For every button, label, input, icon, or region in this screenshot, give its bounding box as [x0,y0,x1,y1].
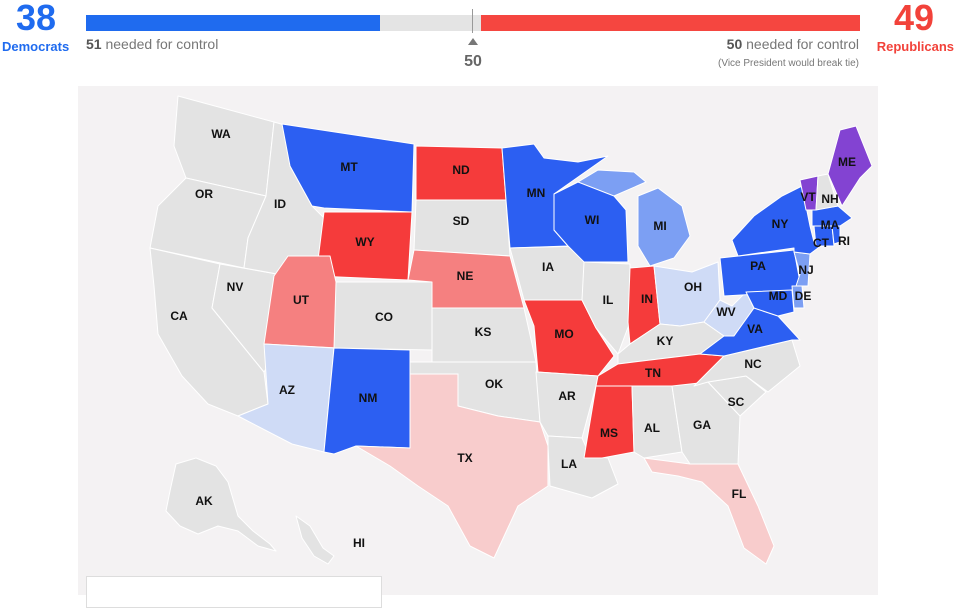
state-label-nc: NC [744,357,762,371]
democrats-needed: 51 needed for control [86,36,218,52]
state-label-il: IL [603,293,614,307]
state-label-nv: NV [227,280,244,294]
state-label-tn: TN [645,366,661,380]
state-label-tx: TX [457,451,472,465]
republicans-bar-fill [480,15,860,31]
state-label-nm: NM [359,391,378,405]
state-mt[interactable] [281,123,415,213]
state-md[interactable] [745,289,795,317]
state-label-sc: SC [728,395,745,409]
state-label-ak: AK [195,494,213,508]
state-label-vt: VT [800,190,816,204]
state-label-fl: FL [732,487,747,501]
state-label-hi: HI [353,536,365,550]
state-label-ct: CT [813,236,830,250]
democrats-label: Democrats [2,39,70,54]
state-label-ga: GA [693,418,711,432]
state-label-nd: ND [452,163,470,177]
state-label-co: CO [375,310,393,324]
state-label-mi: MI [653,219,666,233]
state-label-la: LA [561,457,577,471]
state-label-ny: NY [772,217,789,231]
midpoint-arrow-icon [468,38,478,45]
state-label-ia: IA [542,260,554,274]
democrats-bar-fill [86,15,381,31]
state-label-in: IN [641,292,653,306]
state-label-mo: MO [554,327,573,341]
state-label-ok: OK [485,377,503,391]
state-label-nh: NH [821,192,838,206]
state-label-ks: KS [475,325,492,339]
republicans-label: Republicans [876,39,954,54]
state-label-nj: NJ [798,263,813,277]
legend-panel [86,576,382,608]
democrats-count: 38 [16,0,57,38]
state-label-de: DE [795,289,812,303]
state-hi[interactable] [295,515,335,565]
state-fl[interactable] [643,457,775,565]
state-label-ut: UT [293,293,310,307]
state-tx[interactable] [355,373,549,559]
midpoint-line [472,9,473,33]
state-me[interactable] [827,125,873,207]
state-label-al: AL [644,421,660,435]
state-label-wa: WA [211,127,231,141]
democrats-needed-number: 51 [86,36,102,52]
state-label-ms: MS [600,426,618,440]
state-label-me: ME [838,155,856,169]
state-label-wy: WY [355,235,374,249]
state-ak[interactable] [165,457,277,552]
state-label-ma: MA [821,218,840,232]
state-nh[interactable] [815,173,839,211]
state-label-mt: MT [340,160,358,174]
senate-map: WA OR CA ID NV MT WY UT CO AZ NM ND SD N… [78,86,878,595]
state-nc[interactable] [693,339,801,393]
state-label-id: ID [274,197,286,211]
republicans-count: 49 [893,0,934,38]
state-label-wi: WI [585,213,600,227]
balance-of-power-bar [86,9,860,33]
state-label-ne: NE [457,269,474,283]
state-label-mn: MN [527,186,546,200]
state-la[interactable] [547,435,619,499]
democrats-needed-text: needed for control [101,36,219,52]
state-label-az: AZ [279,383,295,397]
republicans-needed-text: needed for control [742,36,859,52]
us-map-svg: WA OR CA ID NV MT WY UT CO AZ NM ND SD N… [149,95,873,565]
state-label-sd: SD [453,214,470,228]
state-label-or: OR [195,187,213,201]
state-mi[interactable] [577,169,691,267]
state-label-wv: WV [716,305,735,319]
state-label-ca: CA [170,309,188,323]
state-label-va: VA [747,322,763,336]
midpoint-number: 50 [464,53,482,70]
state-label-oh: OH [684,280,702,294]
state-label-md: MD [769,289,788,303]
state-label-ri: RI [838,234,850,248]
state-label-pa: PA [750,259,766,273]
republicans-needed-number: 50 [726,36,743,52]
state-ms[interactable] [583,385,635,459]
state-label-ar: AR [558,389,576,403]
state-label-ky: KY [657,334,674,348]
state-al[interactable] [631,385,683,459]
tie-breaker-note: (Vice President would break tie) [718,58,859,69]
republicans-needed: 50 needed for control [727,36,859,52]
